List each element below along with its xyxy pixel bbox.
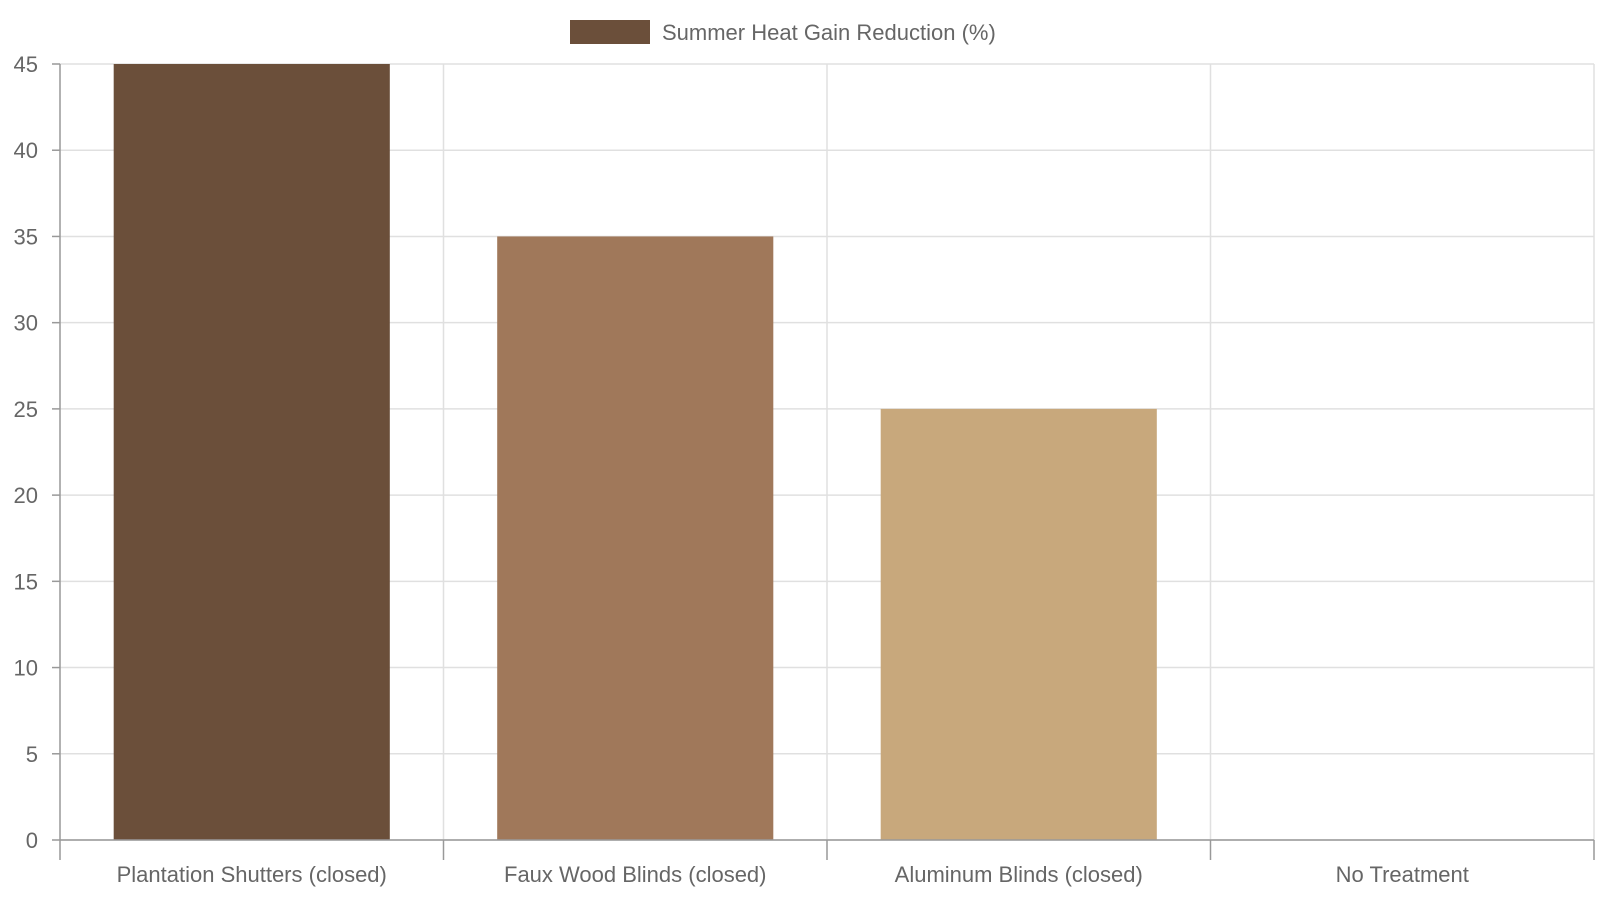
legend[interactable]: Summer Heat Gain Reduction (%)	[570, 20, 996, 45]
y-tick-label: 25	[14, 397, 38, 422]
y-tick-label: 0	[26, 828, 38, 853]
bar[interactable]	[880, 408, 1157, 840]
y-tick-label: 30	[14, 311, 38, 336]
x-tick-label: Aluminum Blinds (closed)	[895, 862, 1143, 887]
bar[interactable]	[113, 64, 390, 840]
y-tick-label: 40	[14, 138, 38, 163]
y-tick-label: 35	[14, 224, 38, 249]
x-tick-label: Plantation Shutters (closed)	[117, 862, 387, 887]
legend-label: Summer Heat Gain Reduction (%)	[662, 20, 996, 45]
x-tick-label: No Treatment	[1336, 862, 1469, 887]
x-tick-label: Faux Wood Blinds (closed)	[504, 862, 767, 887]
y-tick-label: 5	[26, 742, 38, 767]
y-axis-ticks: 0 5 10 15 20 25 30 35 40 45	[14, 52, 60, 853]
y-tick-label: 10	[14, 656, 38, 681]
y-tick-label: 45	[14, 52, 38, 77]
y-tick-label: 15	[14, 569, 38, 594]
bars	[113, 64, 1157, 840]
bar[interactable]	[497, 236, 774, 840]
legend-swatch	[570, 20, 650, 44]
x-axis-ticks: Plantation Shutters (closed) Faux Wood Bl…	[59, 840, 1595, 887]
y-tick-label: 20	[14, 483, 38, 508]
